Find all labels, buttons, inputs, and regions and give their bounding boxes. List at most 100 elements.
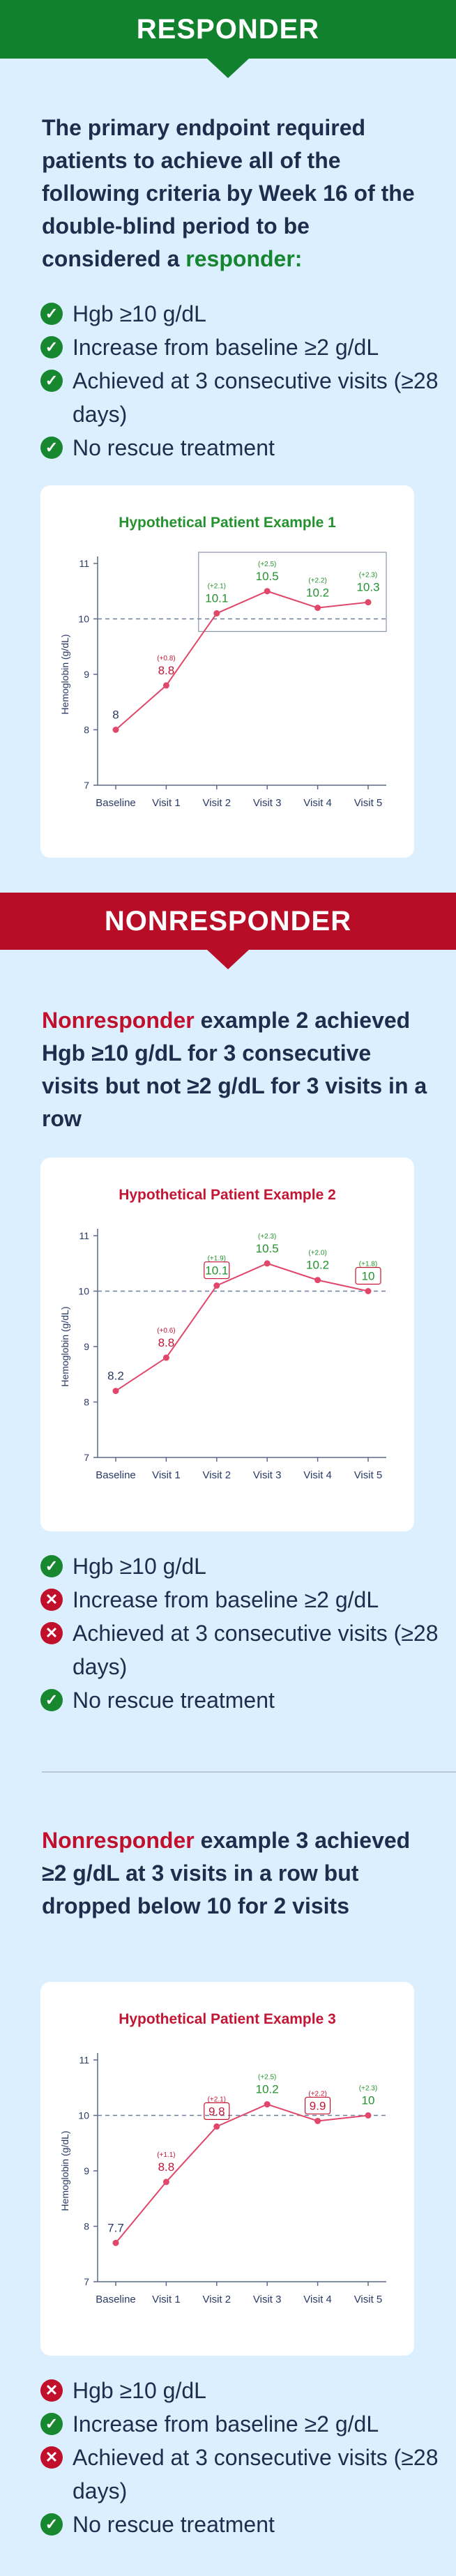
change-label: (+2.2)	[308, 2090, 326, 2098]
value-label: 7.7	[107, 2221, 124, 2234]
criterion-text: Increase from baseline ≥2 g/dL	[73, 335, 379, 360]
x-tick-label: Visit 5	[354, 1469, 383, 1481]
criterion-item: ✓ Achieved at 3 consecutive visits (≥28 d…	[40, 364, 445, 431]
chart-example-3: Hypothetical Patient Example 3 Hemoglobin…	[59, 2011, 386, 2305]
criterion-item: ✓ No rescue treatment	[40, 431, 445, 464]
check-circle-icon: ✓	[40, 336, 63, 358]
check-circle-icon: ✓	[40, 1689, 63, 1711]
change-label: (+2.3)	[258, 1233, 276, 1241]
x-tick-label: Visit 1	[152, 797, 181, 809]
data-point	[264, 1260, 271, 1267]
responder-banner-label: RESPONDER	[136, 13, 320, 45]
value-label: 10.5	[256, 570, 279, 583]
example2-text: example 2 achieved Hgb ≥10 g/dL for 3 co…	[42, 1008, 427, 1131]
chart-title: Hypothetical Patient Example 1	[119, 515, 336, 531]
x-tick-label: Visit 2	[203, 1469, 231, 1481]
value-label: 10	[362, 2094, 375, 2107]
value-label: 10	[362, 1270, 375, 1283]
example2-highlight: Nonresponder	[42, 1008, 195, 1033]
x-tick-label: Visit 1	[152, 1469, 181, 1481]
x-circle-icon: ✕	[40, 1622, 63, 1644]
check-circle-icon: ✓	[40, 2413, 63, 2435]
x-tick-label: Visit 5	[354, 2294, 383, 2305]
change-label: (+1.1)	[157, 2151, 175, 2159]
value-label: 10.3	[356, 581, 379, 594]
y-tick-label: 7	[84, 2276, 89, 2287]
y-tick-label: 11	[79, 2054, 89, 2066]
criterion-text: Increase from baseline ≥2 g/dL	[73, 2411, 379, 2437]
criterion-item: ✕ Increase from baseline ≥2 g/dL	[40, 1583, 445, 1616]
x-circle-icon: ✕	[40, 1589, 63, 1611]
value-label: 8	[112, 709, 119, 722]
value-label: 9.9	[310, 2099, 326, 2112]
criterion-text: Achieved at 3 consecutive visits (≥28 da…	[73, 368, 439, 427]
chart-card-example-2: Hypothetical Patient Example 2 Hemoglobin…	[40, 1158, 414, 1531]
value-label: 8.8	[158, 1336, 175, 1349]
data-point	[162, 1354, 169, 1361]
data-point	[314, 2117, 321, 2124]
y-tick-label: 10	[78, 2110, 89, 2121]
change-label: (+2.0)	[308, 1250, 326, 1257]
chart-card-example-1: Hypothetical Patient Example 1 Hemoglobin…	[40, 485, 414, 858]
example3-text: example 3 achieved ≥2 g/dL at 3 visits i…	[42, 1828, 411, 1918]
responder-banner: RESPONDER	[0, 0, 456, 78]
change-label: (+1.8)	[359, 1261, 377, 1268]
x-tick-label: Visit 4	[303, 1469, 332, 1481]
chart-title: Hypothetical Patient Example 2	[119, 1187, 336, 1203]
y-axis-label: Hemoglobin (g/dL)	[59, 2130, 70, 2211]
x-tick-label: Visit 1	[152, 2294, 181, 2305]
data-point	[213, 1282, 220, 1289]
series-line	[115, 590, 369, 731]
chart-example-1: Hypothetical Patient Example 1 Hemoglobin…	[59, 515, 387, 809]
value-label: 10.2	[306, 586, 329, 600]
value-label: 10.1	[205, 592, 228, 605]
data-point	[162, 682, 169, 689]
series-line	[115, 2103, 369, 2243]
check-circle-icon: ✓	[40, 303, 63, 325]
criterion-item: ✓ Hgb ≥10 g/dL	[40, 1550, 445, 1583]
x-circle-icon: ✕	[40, 2379, 63, 2402]
responder-intro-highlight: responder:	[185, 246, 303, 271]
y-tick-label: 11	[79, 558, 89, 569]
value-label: 10.5	[256, 1242, 279, 1255]
x-tick-label: Visit 2	[203, 797, 231, 809]
x-tick-label: Visit 3	[253, 1469, 282, 1481]
change-label: (+2.5)	[258, 2074, 276, 2082]
criterion-text: Achieved at 3 consecutive visits (≥28 da…	[73, 1621, 439, 1679]
criterion-item: ✓ Increase from baseline ≥2 g/dL	[40, 331, 445, 364]
banner-notch	[207, 950, 249, 969]
chart-title: Hypothetical Patient Example 3	[119, 2011, 336, 2027]
y-tick-label: 7	[84, 1452, 89, 1463]
value-label-box	[355, 1266, 381, 1285]
data-point	[314, 1277, 321, 1284]
change-label: (+0.8)	[157, 655, 175, 662]
x-tick-label: Visit 3	[253, 2294, 282, 2305]
x-tick-label: Visit 4	[303, 797, 332, 809]
nonresponder-banner: NONRESPONDER	[0, 893, 456, 969]
data-point	[213, 2123, 220, 2130]
change-label: (+2.2)	[308, 577, 326, 585]
change-label: (+2.1)	[208, 2096, 226, 2103]
value-label: 8.8	[158, 2160, 175, 2174]
responder-intro-text: The primary endpoint required patients t…	[42, 115, 415, 271]
example2-intro: Nonresponder example 2 achieved Hgb ≥10 …	[42, 1004, 432, 1135]
example3-highlight: Nonresponder	[42, 1828, 195, 1853]
section-divider	[42, 1771, 456, 1773]
check-circle-icon: ✓	[40, 2513, 63, 2536]
criterion-item: ✕ Achieved at 3 consecutive visits (≥28 d…	[40, 2441, 445, 2508]
y-tick-label: 11	[79, 1230, 89, 1241]
data-point	[112, 1388, 119, 1395]
y-tick-label: 9	[84, 669, 89, 680]
y-axis-label: Hemoglobin (g/dL)	[59, 1306, 70, 1386]
criterion-text: Increase from baseline ≥2 g/dL	[73, 1587, 379, 1612]
change-label: (+1.9)	[208, 1255, 226, 1263]
criterion-text: No rescue treatment	[73, 2512, 275, 2537]
change-label: (+2.5)	[258, 561, 276, 568]
change-label: (+2.3)	[359, 572, 377, 579]
change-label: (+0.6)	[157, 1327, 175, 1335]
x-tick-label: Visit 3	[253, 797, 282, 809]
value-label: 8.2	[107, 1370, 124, 1383]
example3-criteria-list: ✕ Hgb ≥10 g/dL ✓ Increase from baseline ≥2 …	[40, 2374, 445, 2541]
criterion-text: Hgb ≥10 g/dL	[73, 301, 206, 326]
data-point	[162, 2179, 169, 2185]
